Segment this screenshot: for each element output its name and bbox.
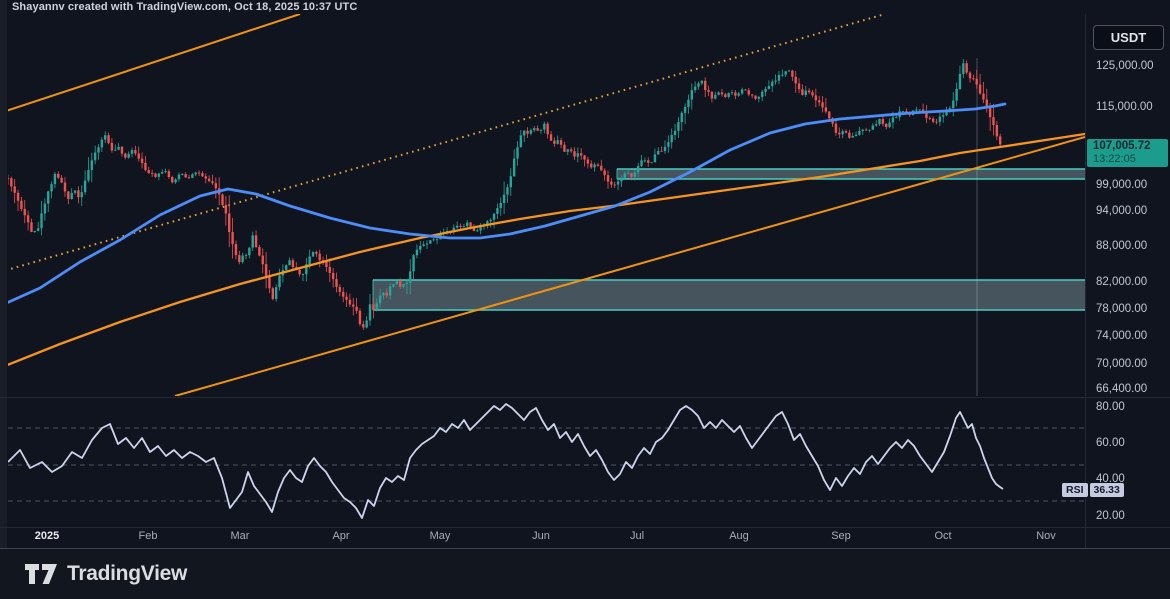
quote-currency-toggle[interactable]: USDT — [1093, 25, 1164, 50]
bar-countdown: 13:22:05 — [1093, 153, 1136, 165]
tradingview-logo-icon — [25, 564, 57, 584]
price-tick: 82,000.00 — [1096, 276, 1148, 288]
channel-bottom[interactable] — [174, 136, 1085, 396]
time-axis-separator — [0, 527, 1170, 528]
attribution-text: Shayannv created with TradingView.com, O… — [12, 1, 358, 13]
price-tick: 74,000.00 — [1096, 330, 1148, 342]
rsi-tick: 60.00 — [1096, 437, 1125, 449]
month-tick: Mar — [230, 530, 250, 542]
price-tick: 78,000.00 — [1096, 303, 1148, 315]
month-tick: Aug — [729, 530, 749, 542]
rsi-value: 36.33 — [1089, 483, 1124, 497]
month-tick: 2025 — [34, 530, 60, 542]
month-tick: Apr — [332, 530, 350, 542]
channel-top[interactable] — [0, 14, 301, 113]
rsi-tick: 40.00 — [1096, 473, 1125, 485]
price-tick: 125,000.00 — [1096, 60, 1154, 72]
rsi-line[interactable] — [8, 403, 1004, 519]
month-tick: Sep — [831, 530, 851, 542]
month-tick: Jul — [629, 530, 645, 542]
month-tick: Jun — [532, 530, 550, 542]
price-pane[interactable] — [0, 14, 1085, 396]
tradingview-logo[interactable]: TradingView — [24, 562, 187, 586]
rsi-tick: 80.00 — [1096, 401, 1125, 413]
support-zone[interactable] — [372, 279, 1085, 311]
last-price-value: 107,005.72 — [1093, 140, 1151, 152]
rsi-tick: 20.00 — [1096, 510, 1125, 522]
month-tick: Feb — [138, 530, 158, 542]
left-edge-strip — [0, 0, 7, 548]
ma-50-line[interactable] — [0, 102, 1007, 306]
price-tick: 70,000.00 — [1096, 358, 1148, 370]
price-tick: 94,000.00 — [1096, 205, 1148, 217]
ma-200-line[interactable] — [0, 132, 1085, 368]
month-tick: May — [429, 530, 451, 542]
price-tick: 115,000.00 — [1096, 101, 1153, 113]
last-price-badge: 107,005.72 13:22:05 — [1087, 139, 1168, 167]
pane-separator[interactable] — [0, 397, 1170, 398]
tradingview-wordmark: TradingView — [67, 562, 188, 585]
footer-bar: TradingView — [0, 549, 1170, 599]
month-tick: Nov — [1036, 530, 1056, 542]
price-axis-border — [1085, 14, 1086, 548]
footer-separator — [0, 548, 1170, 549]
price-tick: 66,400.00 — [1096, 383, 1148, 395]
rsi-pane[interactable] — [8, 403, 1085, 519]
price-tick: 88,000.00 — [1096, 240, 1148, 252]
rsi-label: RSI — [1062, 483, 1088, 497]
rsi-value-badge: RSI 36.33 — [1062, 483, 1124, 497]
month-tick: Oct — [934, 530, 952, 542]
price-tick: 99,000.00 — [1096, 179, 1148, 191]
